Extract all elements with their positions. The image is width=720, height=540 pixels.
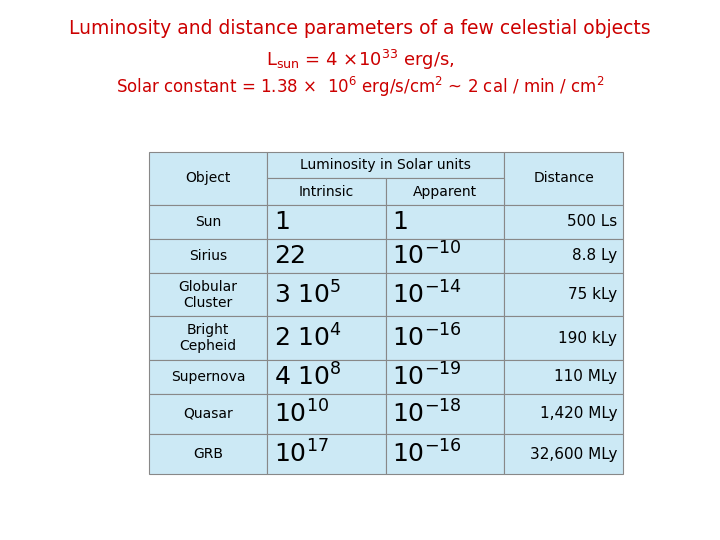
FancyBboxPatch shape (504, 273, 623, 316)
FancyBboxPatch shape (267, 273, 386, 316)
Text: 10$^{10}$: 10$^{10}$ (274, 400, 329, 428)
Text: Solar constant = 1.38 ×  10$^6$ erg/s/cm$^2$ ~ 2 cal / min / cm$^2$: Solar constant = 1.38 × 10$^6$ erg/s/cm$… (116, 75, 604, 99)
Text: Distance: Distance (534, 172, 594, 185)
FancyBboxPatch shape (148, 360, 267, 394)
FancyBboxPatch shape (267, 239, 386, 273)
FancyBboxPatch shape (504, 394, 623, 434)
FancyBboxPatch shape (504, 316, 623, 360)
FancyBboxPatch shape (386, 205, 504, 239)
FancyBboxPatch shape (148, 434, 267, 474)
Text: 500 Ls: 500 Ls (567, 214, 617, 230)
FancyBboxPatch shape (386, 273, 504, 316)
Text: 190 kLy: 190 kLy (559, 330, 617, 346)
FancyBboxPatch shape (267, 316, 386, 360)
FancyBboxPatch shape (148, 152, 267, 205)
Text: GRB: GRB (193, 447, 223, 461)
Text: 75 kLy: 75 kLy (568, 287, 617, 302)
Text: 22: 22 (274, 244, 306, 268)
Text: Sirius: Sirius (189, 249, 227, 263)
Text: 2 10$^4$: 2 10$^4$ (274, 325, 342, 352)
Text: 10$^{17}$: 10$^{17}$ (274, 441, 328, 468)
FancyBboxPatch shape (504, 205, 623, 239)
Text: Intrinsic: Intrinsic (299, 185, 354, 199)
Text: 1: 1 (392, 210, 408, 234)
Text: 110 MLy: 110 MLy (554, 369, 617, 384)
Text: 4 10$^8$: 4 10$^8$ (274, 363, 342, 390)
Text: 10$^{-18}$: 10$^{-18}$ (392, 400, 462, 428)
FancyBboxPatch shape (267, 178, 386, 205)
FancyBboxPatch shape (267, 205, 386, 239)
Text: L$_{\mathrm{sun}}$ = 4 ×10$^{33}$ erg/s,: L$_{\mathrm{sun}}$ = 4 ×10$^{33}$ erg/s, (266, 48, 454, 72)
FancyBboxPatch shape (386, 178, 504, 205)
Text: Quasar: Quasar (183, 407, 233, 421)
Text: Sun: Sun (194, 215, 221, 229)
FancyBboxPatch shape (148, 316, 267, 360)
FancyBboxPatch shape (148, 205, 267, 239)
Text: 10$^{-14}$: 10$^{-14}$ (392, 281, 462, 308)
Text: Apparent: Apparent (413, 185, 477, 199)
Text: Object: Object (185, 172, 230, 185)
FancyBboxPatch shape (267, 434, 386, 474)
FancyBboxPatch shape (504, 434, 623, 474)
FancyBboxPatch shape (386, 360, 504, 394)
FancyBboxPatch shape (267, 394, 386, 434)
FancyBboxPatch shape (267, 360, 386, 394)
Text: 1,420 MLy: 1,420 MLy (540, 407, 617, 421)
FancyBboxPatch shape (148, 273, 267, 316)
FancyBboxPatch shape (148, 394, 267, 434)
Text: 3 10$^5$: 3 10$^5$ (274, 281, 341, 308)
Text: 10$^{-19}$: 10$^{-19}$ (392, 363, 462, 390)
FancyBboxPatch shape (386, 434, 504, 474)
FancyBboxPatch shape (386, 316, 504, 360)
FancyBboxPatch shape (386, 239, 504, 273)
Text: 32,600 MLy: 32,600 MLy (530, 447, 617, 462)
Text: 10$^{-10}$: 10$^{-10}$ (392, 242, 462, 269)
FancyBboxPatch shape (148, 239, 267, 273)
Text: 10$^{-16}$: 10$^{-16}$ (392, 325, 462, 352)
Text: Luminosity and distance parameters of a few celestial objects: Luminosity and distance parameters of a … (69, 19, 651, 38)
FancyBboxPatch shape (504, 360, 623, 394)
Text: Globular
Cluster: Globular Cluster (179, 280, 238, 310)
Text: 8.8 Ly: 8.8 Ly (572, 248, 617, 264)
FancyBboxPatch shape (267, 152, 504, 178)
FancyBboxPatch shape (504, 239, 623, 273)
FancyBboxPatch shape (386, 394, 504, 434)
Text: Supernova: Supernova (171, 370, 245, 384)
Text: 1: 1 (274, 210, 289, 234)
FancyBboxPatch shape (504, 152, 623, 205)
Text: 10$^{-16}$: 10$^{-16}$ (392, 441, 462, 468)
Text: Luminosity in Solar units: Luminosity in Solar units (300, 158, 471, 172)
Text: Bright
Cepheid: Bright Cepheid (179, 323, 236, 353)
